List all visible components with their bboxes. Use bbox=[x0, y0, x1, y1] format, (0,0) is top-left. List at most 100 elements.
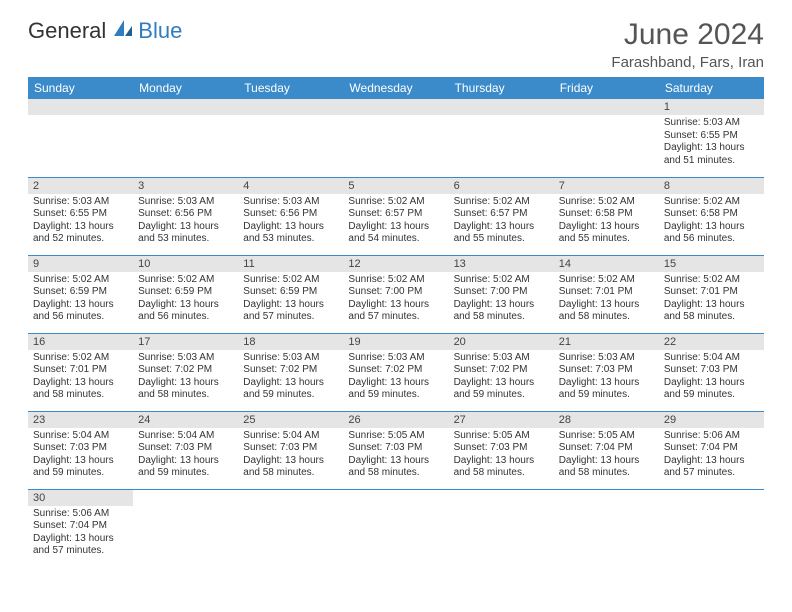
date-bar: 26 bbox=[343, 412, 448, 428]
date-bar: 27 bbox=[449, 412, 554, 428]
daylight-text: Daylight: 13 hours and 56 minutes. bbox=[33, 299, 128, 324]
cell-body: Sunrise: 5:03 AMSunset: 6:55 PMDaylight:… bbox=[28, 194, 133, 249]
sunrise-text: Sunrise: 5:04 AM bbox=[664, 352, 759, 365]
date-bar: 24 bbox=[133, 412, 238, 428]
sunset-text: Sunset: 7:04 PM bbox=[664, 442, 759, 455]
sunset-text: Sunset: 7:03 PM bbox=[559, 364, 654, 377]
sunrise-text: Sunrise: 5:04 AM bbox=[33, 430, 128, 443]
calendar-cell: 3Sunrise: 5:03 AMSunset: 6:56 PMDaylight… bbox=[133, 177, 238, 255]
sunrise-text: Sunrise: 5:05 AM bbox=[454, 430, 549, 443]
calendar-cell bbox=[449, 99, 554, 177]
sunset-text: Sunset: 6:59 PM bbox=[33, 286, 128, 299]
sunset-text: Sunset: 6:59 PM bbox=[138, 286, 233, 299]
sunrise-text: Sunrise: 5:02 AM bbox=[348, 274, 443, 287]
cell-body: Sunrise: 5:06 AMSunset: 7:04 PMDaylight:… bbox=[659, 428, 764, 483]
cell-body: Sunrise: 5:02 AMSunset: 6:59 PMDaylight:… bbox=[238, 272, 343, 327]
sunset-text: Sunset: 6:58 PM bbox=[559, 208, 654, 221]
daylight-text: Daylight: 13 hours and 53 minutes. bbox=[138, 221, 233, 246]
daylight-text: Daylight: 13 hours and 59 minutes. bbox=[33, 455, 128, 480]
sunrise-text: Sunrise: 5:02 AM bbox=[454, 196, 549, 209]
daylight-text: Daylight: 13 hours and 57 minutes. bbox=[243, 299, 338, 324]
sunrise-text: Sunrise: 5:03 AM bbox=[138, 352, 233, 365]
cell-body: Sunrise: 5:05 AMSunset: 7:03 PMDaylight:… bbox=[449, 428, 554, 483]
location: Farashband, Fars, Iran bbox=[611, 54, 764, 71]
sunset-text: Sunset: 7:03 PM bbox=[33, 442, 128, 455]
date-bar bbox=[133, 490, 238, 506]
sunrise-text: Sunrise: 5:02 AM bbox=[33, 352, 128, 365]
date-bar: 20 bbox=[449, 334, 554, 350]
calendar-cell bbox=[449, 489, 554, 567]
daylight-text: Daylight: 13 hours and 58 minutes. bbox=[243, 455, 338, 480]
sunset-text: Sunset: 7:02 PM bbox=[348, 364, 443, 377]
sunrise-text: Sunrise: 5:03 AM bbox=[33, 196, 128, 209]
calendar-week: 16Sunrise: 5:02 AMSunset: 7:01 PMDayligh… bbox=[28, 333, 764, 411]
day-header-row: Sunday Monday Tuesday Wednesday Thursday… bbox=[28, 77, 764, 99]
calendar-cell: 13Sunrise: 5:02 AMSunset: 7:00 PMDayligh… bbox=[449, 255, 554, 333]
calendar-cell: 9Sunrise: 5:02 AMSunset: 6:59 PMDaylight… bbox=[28, 255, 133, 333]
calendar-table: Sunday Monday Tuesday Wednesday Thursday… bbox=[28, 77, 764, 567]
cell-body: Sunrise: 5:02 AMSunset: 6:57 PMDaylight:… bbox=[343, 194, 448, 249]
date-bar bbox=[238, 99, 343, 115]
cell-body: Sunrise: 5:03 AMSunset: 7:02 PMDaylight:… bbox=[133, 350, 238, 405]
date-bar bbox=[554, 490, 659, 506]
date-bar: 3 bbox=[133, 178, 238, 194]
daylight-text: Daylight: 13 hours and 59 minutes. bbox=[559, 377, 654, 402]
daylight-text: Daylight: 13 hours and 59 minutes. bbox=[664, 377, 759, 402]
date-bar bbox=[554, 99, 659, 115]
sunset-text: Sunset: 7:03 PM bbox=[664, 364, 759, 377]
sail-icon bbox=[110, 18, 134, 44]
date-bar: 28 bbox=[554, 412, 659, 428]
daylight-text: Daylight: 13 hours and 55 minutes. bbox=[559, 221, 654, 246]
calendar-cell: 5Sunrise: 5:02 AMSunset: 6:57 PMDaylight… bbox=[343, 177, 448, 255]
calendar-cell: 19Sunrise: 5:03 AMSunset: 7:02 PMDayligh… bbox=[343, 333, 448, 411]
date-bar: 17 bbox=[133, 334, 238, 350]
sunrise-text: Sunrise: 5:03 AM bbox=[348, 352, 443, 365]
cell-body: Sunrise: 5:02 AMSunset: 7:01 PMDaylight:… bbox=[554, 272, 659, 327]
cell-body: Sunrise: 5:02 AMSunset: 6:58 PMDaylight:… bbox=[659, 194, 764, 249]
sunset-text: Sunset: 7:02 PM bbox=[243, 364, 338, 377]
sunset-text: Sunset: 6:59 PM bbox=[243, 286, 338, 299]
day-header: Saturday bbox=[659, 77, 764, 99]
sunset-text: Sunset: 7:04 PM bbox=[33, 520, 128, 533]
calendar-week: 9Sunrise: 5:02 AMSunset: 6:59 PMDaylight… bbox=[28, 255, 764, 333]
sunset-text: Sunset: 7:01 PM bbox=[559, 286, 654, 299]
daylight-text: Daylight: 13 hours and 53 minutes. bbox=[243, 221, 338, 246]
sunset-text: Sunset: 6:56 PM bbox=[243, 208, 338, 221]
sunset-text: Sunset: 6:55 PM bbox=[33, 208, 128, 221]
date-bar: 16 bbox=[28, 334, 133, 350]
cell-body: Sunrise: 5:03 AMSunset: 6:55 PMDaylight:… bbox=[659, 115, 764, 170]
calendar-cell: 22 Sunrise: 5:04 AMSunset: 7:03 PMDayligh… bbox=[659, 333, 764, 411]
calendar-week: 2Sunrise: 5:03 AMSunset: 6:55 PMDaylight… bbox=[28, 177, 764, 255]
date-bar: 15 bbox=[659, 256, 764, 272]
daylight-text: Daylight: 13 hours and 59 minutes. bbox=[243, 377, 338, 402]
day-header: Friday bbox=[554, 77, 659, 99]
sunrise-text: Sunrise: 5:03 AM bbox=[559, 352, 654, 365]
date-bar bbox=[449, 490, 554, 506]
calendar-cell: 26Sunrise: 5:05 AMSunset: 7:03 PMDayligh… bbox=[343, 411, 448, 489]
day-header: Wednesday bbox=[343, 77, 448, 99]
calendar-cell bbox=[28, 99, 133, 177]
calendar-week: 1Sunrise: 5:03 AMSunset: 6:55 PMDaylight… bbox=[28, 99, 764, 177]
calendar-cell: 15Sunrise: 5:02 AMSunset: 7:01 PMDayligh… bbox=[659, 255, 764, 333]
date-bar: 11 bbox=[238, 256, 343, 272]
calendar-cell: 24Sunrise: 5:04 AMSunset: 7:03 PMDayligh… bbox=[133, 411, 238, 489]
calendar-cell: 28Sunrise: 5:05 AMSunset: 7:04 PMDayligh… bbox=[554, 411, 659, 489]
cell-body: Sunrise: 5:02 AMSunset: 6:58 PMDaylight:… bbox=[554, 194, 659, 249]
daylight-text: Daylight: 13 hours and 52 minutes. bbox=[33, 221, 128, 246]
calendar-cell: 18Sunrise: 5:03 AMSunset: 7:02 PMDayligh… bbox=[238, 333, 343, 411]
sunset-text: Sunset: 7:04 PM bbox=[559, 442, 654, 455]
cell-body: Sunrise: 5:04 AMSunset: 7:03 PMDaylight:… bbox=[28, 428, 133, 483]
sunset-text: Sunset: 7:02 PM bbox=[138, 364, 233, 377]
sunset-text: Sunset: 6:58 PM bbox=[664, 208, 759, 221]
cell-body: Sunrise: 5:02 AMSunset: 6:59 PMDaylight:… bbox=[133, 272, 238, 327]
daylight-text: Daylight: 13 hours and 55 minutes. bbox=[454, 221, 549, 246]
calendar-cell: 6Sunrise: 5:02 AMSunset: 6:57 PMDaylight… bbox=[449, 177, 554, 255]
date-bar: 25 bbox=[238, 412, 343, 428]
date-bar: 4 bbox=[238, 178, 343, 194]
logo-text-1: General bbox=[28, 18, 106, 44]
cell-body: Sunrise: 5:03 AMSunset: 7:02 PMDaylight:… bbox=[238, 350, 343, 405]
date-bar: 22 bbox=[659, 334, 764, 350]
calendar-cell: 7Sunrise: 5:02 AMSunset: 6:58 PMDaylight… bbox=[554, 177, 659, 255]
cell-body: Sunrise: 5:02 AMSunset: 6:59 PMDaylight:… bbox=[28, 272, 133, 327]
calendar-cell: 10Sunrise: 5:02 AMSunset: 6:59 PMDayligh… bbox=[133, 255, 238, 333]
